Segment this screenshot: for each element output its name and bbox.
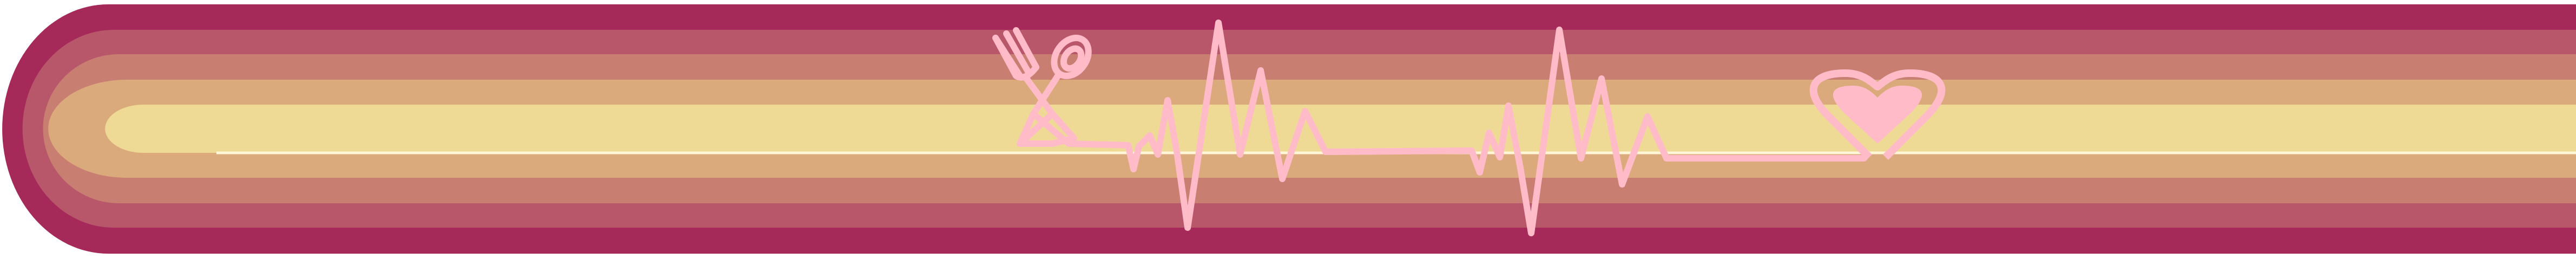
fork-and-spoon-icon — [992, 27, 1092, 147]
heartbeat-line-icon — [1065, 20, 1867, 236]
heart-outline — [1809, 69, 1946, 160]
heart-fill — [1833, 86, 1922, 144]
stripe-band-5 — [105, 105, 2576, 153]
heart-icon — [1809, 69, 1946, 160]
stripe-bands — [2, 4, 2576, 254]
